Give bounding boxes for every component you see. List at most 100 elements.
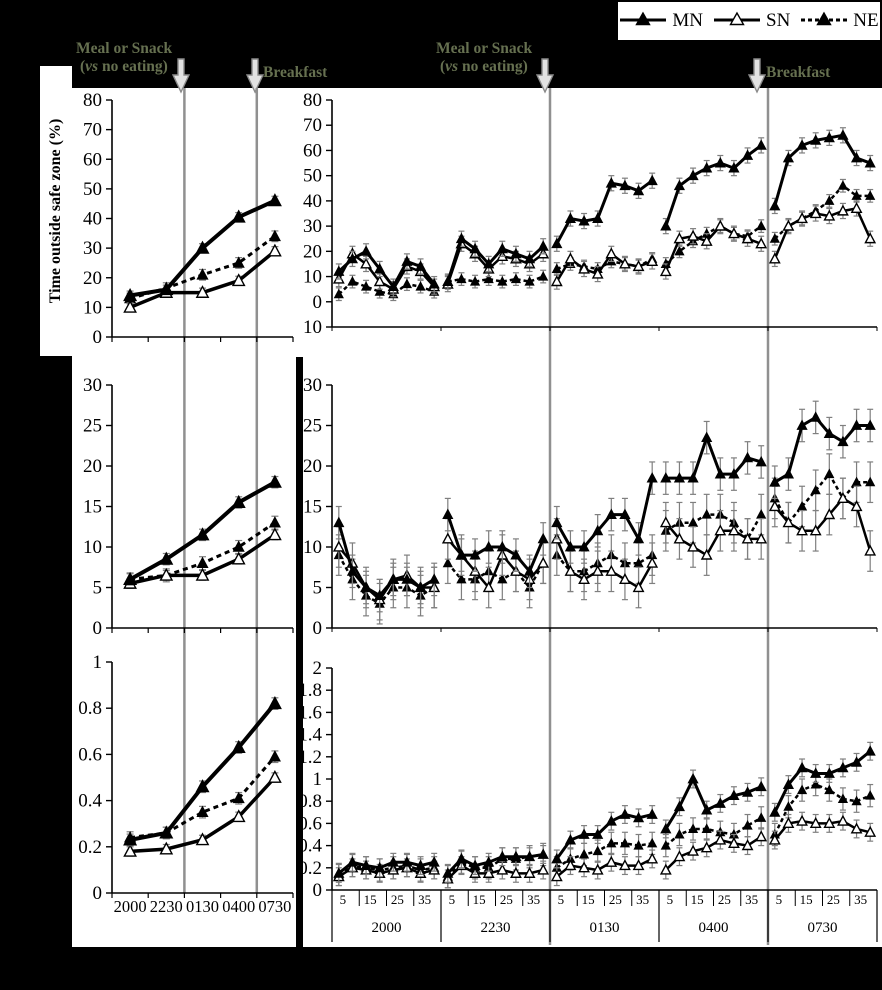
legend-item-ne: NE	[800, 9, 879, 34]
y-tick-label: 0.6	[298, 813, 322, 834]
series-SN	[332, 811, 877, 889]
y-tick-label: 30	[303, 216, 322, 237]
y-tick-label: 0.4	[78, 791, 102, 812]
column-gutter	[296, 357, 303, 947]
series-MN	[333, 741, 876, 883]
panel-bottom-right: 21.81.61.41.210.80.60.40.20 5 15 25 35 2000 5 1…	[298, 658, 878, 942]
y-tick-label: 1.2	[298, 747, 322, 768]
y-tick-label: 20	[83, 268, 102, 289]
y-tick-label: 0.8	[298, 791, 322, 812]
y-tick-label: 1.6	[298, 702, 322, 723]
minute-tick-label: 5	[340, 892, 347, 907]
x-tick-label: 0130	[186, 897, 219, 916]
y-tick-label: 1.4	[298, 725, 322, 746]
minute-tick-label: 15	[582, 892, 595, 907]
series-NE	[333, 772, 876, 889]
minute-tick-label: 35	[854, 892, 867, 907]
legend-label-ne: NE	[853, 10, 879, 31]
minute-tick-label: 15	[691, 892, 704, 907]
mn-line-marker-icon	[619, 9, 667, 34]
breakfast-annotation-left: Breakfast	[263, 64, 328, 81]
minute-tick-label: 5	[776, 892, 783, 907]
y-tick-label: 0	[93, 327, 103, 348]
x-tick-label: 0730	[258, 897, 291, 916]
minute-tick-label: 35	[418, 892, 431, 907]
y-tick-label: 15	[83, 497, 102, 518]
down-arrow-icon	[172, 58, 190, 94]
minute-tick-label: 35	[527, 892, 540, 907]
y-tick-label: 40	[83, 209, 102, 230]
y-tick-label: 50	[303, 166, 322, 187]
y-tick-label: 1	[313, 769, 323, 790]
x-tick-label: 0400	[222, 897, 255, 916]
y-tick-label: 1	[93, 652, 103, 673]
y-tick-label: 15	[303, 497, 322, 518]
minute-tick-label: 25	[500, 892, 513, 907]
minute-tick-label: 25	[718, 892, 731, 907]
y-tick-label: 60	[303, 140, 322, 161]
y-tick-label: 10	[83, 297, 102, 318]
y-tick-label: 70	[83, 120, 102, 141]
minute-tick-label: 15	[364, 892, 377, 907]
y-tick-label: 0	[93, 618, 103, 639]
sn-line-marker-icon	[713, 9, 761, 34]
legend-label-sn: SN	[766, 10, 791, 31]
y-tick-label: 1.8	[298, 680, 322, 701]
y-tick-label: 40	[303, 191, 322, 212]
x-tick-label: 2230	[150, 897, 183, 916]
y-tick-label: 30	[83, 375, 102, 396]
y-tick-label: 0	[93, 883, 103, 904]
y-tick-label: 10	[303, 317, 322, 338]
block-label: 2230	[481, 920, 511, 936]
ne-line-marker-icon	[800, 9, 848, 34]
y-tick-label: 5	[93, 578, 103, 599]
minute-tick-label: 35	[745, 892, 758, 907]
meal-annotation-right: Meal or Snack (vs no eating)	[436, 40, 533, 75]
minute-tick-label: 35	[636, 892, 649, 907]
series-SN	[123, 527, 282, 589]
series-NE	[333, 453, 876, 625]
panel-middle-right: 30 25 20 15 10 5 0	[303, 375, 878, 639]
block-label: 2000	[372, 920, 402, 936]
minute-tick-label: 5	[667, 892, 674, 907]
y-tick-label: 30	[83, 238, 102, 259]
panel-middle-left: 30 25 20 15 10 5 0	[83, 375, 294, 639]
y-tick-label: 10	[303, 267, 322, 288]
y-tick-label: 0.4	[298, 836, 322, 857]
down-arrow-icon	[536, 58, 554, 94]
minute-tick-label: 25	[827, 892, 840, 907]
y-tick-label: 0	[313, 880, 323, 901]
block-label: 0130	[590, 920, 620, 936]
x-tick-label: 2000	[114, 897, 147, 916]
series-MN	[123, 474, 282, 586]
legend-label-mn: MN	[672, 10, 703, 31]
y-tick-label: 80	[83, 90, 102, 111]
y-tick-label: 20	[303, 241, 322, 262]
y-tick-label: 0.2	[78, 837, 102, 858]
minute-tick-label: 5	[449, 892, 456, 907]
minute-tick-label: 15	[800, 892, 813, 907]
y-tick-label: 5	[313, 578, 323, 599]
panel-top-right: 80 70 60 50 40 30 20 10 0 10	[303, 90, 878, 338]
series-MN	[123, 696, 282, 847]
minute-tick-label: 25	[609, 892, 622, 907]
y-tick-label: 0.2	[298, 858, 322, 879]
series-MN	[333, 400, 876, 613]
y-tick-label: 0	[313, 292, 323, 313]
y-tick-label: 0	[313, 618, 323, 639]
series-MN	[123, 193, 282, 302]
legend-item-mn: MN	[619, 9, 703, 34]
panel-bottom-left: 1 0.8 0.6 0.4 0.2 0 2000 2230 0130 0400 0730	[78, 652, 294, 916]
block-label: 0730	[808, 920, 838, 936]
series-SN	[123, 770, 282, 857]
meal-annotation-left: Meal or Snack (vs no eating)	[76, 40, 173, 75]
y-tick-label: 30	[303, 375, 322, 396]
y-axis-label-strip	[40, 66, 72, 356]
y-tick-label: 2	[313, 658, 323, 679]
y-tick-label: 50	[83, 179, 102, 200]
minute-tick-label: 5	[558, 892, 565, 907]
y-tick-label: 25	[83, 416, 102, 437]
minute-tick-label: 25	[391, 892, 404, 907]
y-tick-label: 60	[83, 149, 102, 170]
